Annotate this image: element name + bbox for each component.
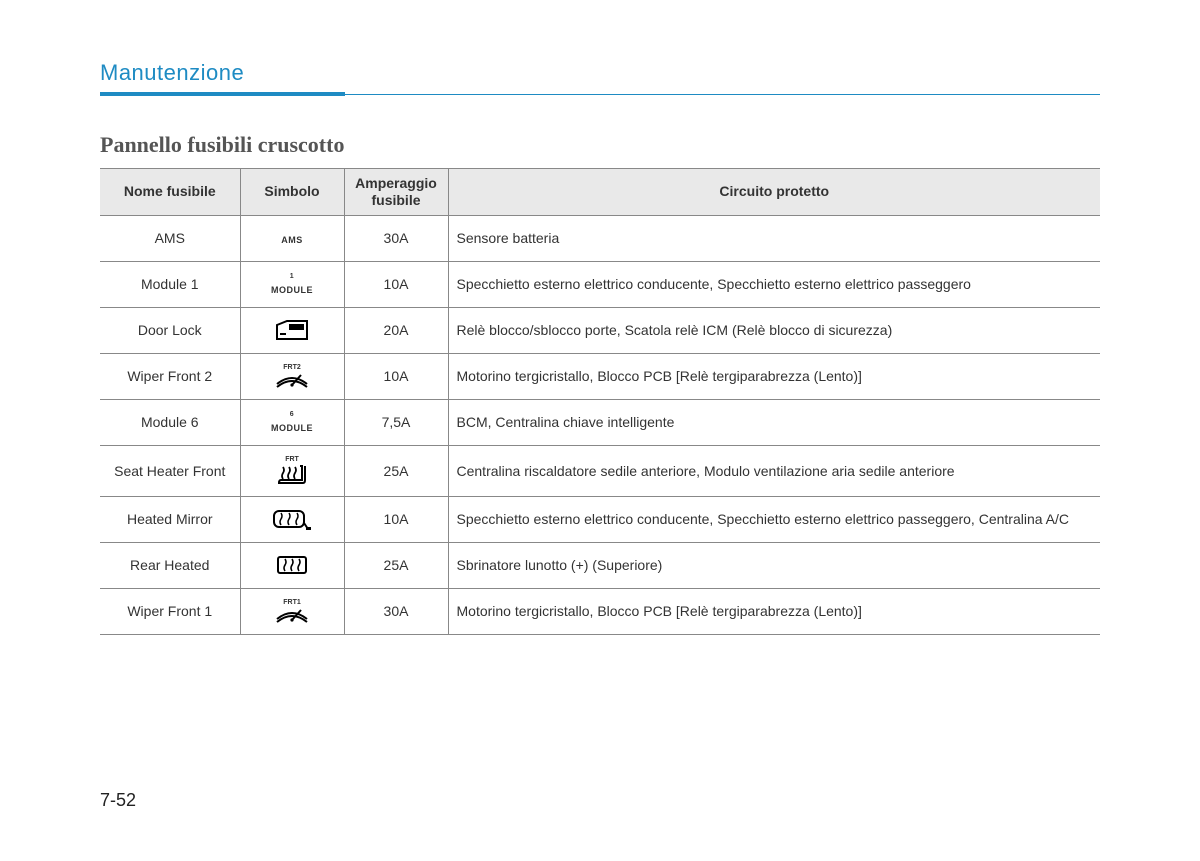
fuse-circuit: BCM, Centralina chiave intelligente (448, 399, 1100, 445)
fuse-name: Wiper Front 1 (100, 588, 240, 634)
table-row: Seat Heater FrontFRT 25ACentralina risca… (100, 445, 1100, 496)
fuse-circuit: Motorino tergicristallo, Blocco PCB [Rel… (448, 588, 1100, 634)
chapter-title: Manutenzione (100, 60, 1100, 92)
fuse-symbol-icon: FRT1 (240, 588, 344, 634)
fuse-symbol-icon (240, 307, 344, 353)
table-row: Door Lock 20ARelè blocco/sblocco porte, … (100, 307, 1100, 353)
fuse-amperage: 30A (344, 588, 448, 634)
fuse-circuit: Relè blocco/sblocco porte, Scatola relè … (448, 307, 1100, 353)
fuse-circuit: Motorino tergicristallo, Blocco PCB [Rel… (448, 353, 1100, 399)
col-header-symbol: Simbolo (240, 169, 344, 216)
fuse-symbol-icon: 1MODULE (240, 261, 344, 307)
table-row: Module 66MODULE7,5ABCM, Centralina chiav… (100, 399, 1100, 445)
fuse-symbol-icon (240, 542, 344, 588)
fuse-name: AMS (100, 215, 240, 261)
fuse-name: Module 1 (100, 261, 240, 307)
fuse-name: Wiper Front 2 (100, 353, 240, 399)
fuse-name: Heated Mirror (100, 496, 240, 542)
fuse-name: Module 6 (100, 399, 240, 445)
fuse-amperage: 25A (344, 445, 448, 496)
fuse-table: Nome fusibile Simbolo Amperaggio fusibil… (100, 168, 1100, 635)
fuse-amperage: 30A (344, 215, 448, 261)
fuse-amperage: 7,5A (344, 399, 448, 445)
fuse-amperage: 10A (344, 261, 448, 307)
fuse-amperage: 25A (344, 542, 448, 588)
table-row: Heated Mirror 10ASpecchietto esterno ele… (100, 496, 1100, 542)
col-header-amperage: Amperaggio fusibile (344, 169, 448, 216)
fuse-name: Seat Heater Front (100, 445, 240, 496)
fuse-circuit: Centralina riscaldatore sedile anteriore… (448, 445, 1100, 496)
table-row: AMSAMS30ASensore batteria (100, 215, 1100, 261)
fuse-circuit: Sensore batteria (448, 215, 1100, 261)
table-row: Wiper Front 2FRT2 10AMotorino tergicrist… (100, 353, 1100, 399)
fuse-circuit: Specchietto esterno elettrico conducente… (448, 496, 1100, 542)
manual-page: Manutenzione Pannello fusibili cruscotto… (0, 0, 1200, 635)
fuse-amperage: 10A (344, 353, 448, 399)
fuse-symbol-icon: FRT (240, 445, 344, 496)
fuse-circuit: Sbrinatore lunotto (+) (Superiore) (448, 542, 1100, 588)
page-number: 7-52 (100, 790, 136, 811)
col-header-circuit: Circuito protetto (448, 169, 1100, 216)
fuse-name: Rear Heated (100, 542, 240, 588)
header-rule (100, 92, 1100, 96)
fuse-amperage: 20A (344, 307, 448, 353)
table-row: Rear Heated 25ASbrinatore lunotto (+) (S… (100, 542, 1100, 588)
section-title: Pannello fusibili cruscotto (100, 132, 1100, 158)
fuse-symbol-icon: AMS (240, 215, 344, 261)
table-row: Module 11MODULE10ASpecchietto esterno el… (100, 261, 1100, 307)
fuse-symbol-icon (240, 496, 344, 542)
fuse-symbol-icon: 6MODULE (240, 399, 344, 445)
fuse-symbol-icon: FRT2 (240, 353, 344, 399)
col-header-name: Nome fusibile (100, 169, 240, 216)
fuse-amperage: 10A (344, 496, 448, 542)
table-row: Wiper Front 1FRT1 30AMotorino tergicrist… (100, 588, 1100, 634)
fuse-name: Door Lock (100, 307, 240, 353)
fuse-circuit: Specchietto esterno elettrico conducente… (448, 261, 1100, 307)
